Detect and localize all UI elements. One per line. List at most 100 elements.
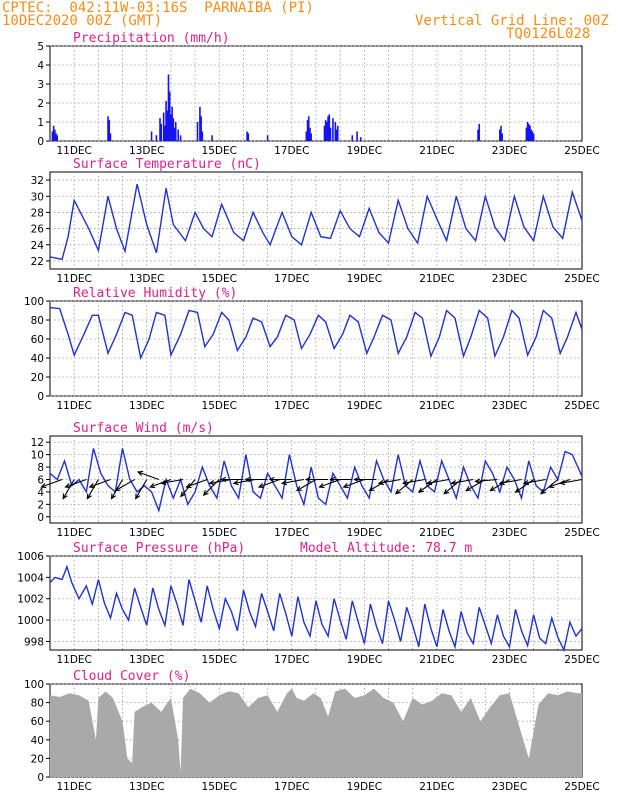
wind-arrow-head [522, 479, 530, 486]
wind-arrow-shaft [451, 478, 474, 484]
x-tick-label: 17DEC [274, 145, 309, 157]
precip-bar [108, 120, 111, 141]
precip-bar [172, 118, 175, 141]
y-tick-label: 0 [37, 391, 44, 403]
x-tick-label: 13DEC [129, 527, 164, 539]
precip-bar [54, 129, 56, 141]
precip-bar [336, 125, 339, 141]
precip-bar [324, 120, 327, 141]
wind-arrow [114, 479, 135, 492]
x-tick-label: 23DEC [492, 781, 527, 793]
precip-bar [525, 127, 528, 141]
panel-cloud-cover: 11DEC 13DEC 15DEC 17DEC 19DEC 21DEC 23DEC 25DEC… [24, 669, 600, 793]
x-tick-label: 19DEC [347, 781, 382, 793]
precip-bar [247, 133, 250, 141]
y-tick-label: 3 [37, 79, 44, 91]
y-tick-label: 40 [31, 735, 44, 747]
precip-bar [177, 129, 179, 141]
y-tick-label: 0 [37, 136, 44, 148]
wind-arrow-shaft [186, 478, 208, 488]
wind-arrow [244, 476, 268, 483]
precip-bar [246, 131, 248, 141]
y-tick-label: 28 [31, 207, 44, 219]
x-tick-label: 23DEC [492, 654, 527, 666]
x-tick-label: 13DEC [129, 273, 164, 285]
wind-arrow-head [185, 483, 192, 489]
wind-arrow-head [489, 486, 496, 492]
wind-arrow-head [329, 476, 336, 483]
wind-arrow-head [149, 483, 156, 489]
precip-bar [323, 125, 326, 141]
series-line [49, 183, 583, 261]
wind-arrow [86, 479, 99, 500]
wind-arrow-head [394, 488, 401, 495]
wind-arrow [88, 478, 111, 489]
y-tick-label: 32 [31, 175, 44, 187]
wind-arrow-head [220, 476, 227, 483]
y-tick-label: 1004 [17, 572, 44, 584]
precip-bar [498, 129, 501, 141]
y-tick-label: 2 [37, 499, 44, 511]
wind-arrow-shaft [296, 479, 317, 491]
wind-arrow-head [417, 487, 424, 493]
x-tick-label: 15DEC [202, 527, 237, 539]
wind-arrow [522, 478, 546, 486]
panel-surface-pressure-hpa: 11DEC 13DEC 15DEC 17DEC 19DEC 21DEC 23DEC 25DEC… [17, 541, 599, 666]
wind-arrow [220, 476, 244, 483]
precip-bar [351, 135, 354, 141]
precip-bar [150, 131, 153, 141]
wind-arrow [280, 478, 305, 486]
wind-arrow-head [514, 487, 521, 493]
wind-arrow-head [450, 479, 457, 486]
x-tick-label: 11DEC [56, 273, 91, 285]
y-tick-label: 1002 [17, 594, 44, 606]
wind-arrow [474, 478, 498, 484]
wind-arrow-head [88, 483, 95, 489]
panel-relative-humidity: 11DEC 13DEC 15DEC 17DEC 19DEC 21DEC 23DEC 25DEC… [24, 286, 600, 412]
x-tick-label: 11DEC [56, 654, 91, 666]
wind-arrow [329, 476, 353, 483]
wind-arrow-head [498, 479, 505, 486]
wind-arrow-head [559, 479, 566, 486]
x-tick-label: 21DEC [419, 273, 454, 285]
precip-bar [332, 118, 334, 141]
x-tick-label: 21DEC [419, 145, 454, 157]
panel-precipitation-mm-h: 11DEC 13DEC 15DEC 17DEC 19DEC 21DEC 23DEC 25DEC… [37, 31, 599, 157]
wind-arrow [342, 478, 365, 489]
wind-arrow [40, 478, 63, 489]
wind-arrow [180, 479, 196, 498]
precip-bar [173, 127, 176, 141]
y-tick-label: 22 [31, 256, 44, 268]
wind-arrow-shaft [209, 478, 232, 484]
wind-arrow-shaft [62, 479, 75, 499]
precip-bar [531, 131, 534, 141]
x-tick-label: 25DEC [564, 527, 599, 539]
x-tick-label: 23DEC [492, 400, 527, 412]
y-tick-label: 5 [37, 41, 44, 53]
x-tick-label: 15DEC [202, 781, 237, 793]
wind-arrow-head [86, 493, 92, 500]
x-tick-label: 17DEC [274, 400, 309, 412]
y-tick-label: 100 [24, 679, 44, 691]
wind-arrow [304, 476, 329, 483]
panel-annotation: Model Altitude: 78.7 m [300, 541, 472, 556]
precip-bar [56, 135, 59, 141]
panel-title: Cloud Cover (%) [73, 669, 190, 684]
precip-bar [266, 135, 269, 141]
cloud-area [50, 688, 582, 777]
precip-bar [155, 135, 158, 141]
wind-arrow [295, 479, 317, 492]
precip-bar [328, 114, 331, 141]
precip-bar [211, 135, 213, 141]
precip-bar [159, 118, 161, 141]
y-tick-label: 20 [31, 753, 44, 765]
wind-arrow-head [539, 488, 546, 495]
precip-bar [179, 135, 182, 141]
x-tick-label: 19DEC [347, 527, 382, 539]
precip-bar [310, 133, 312, 141]
wind-arrow-shaft [499, 478, 522, 484]
y-tick-label: 1 [37, 117, 44, 129]
precip-bar [52, 125, 55, 141]
wind-arrow-head [318, 483, 325, 489]
x-tick-label: 25DEC [564, 654, 599, 666]
